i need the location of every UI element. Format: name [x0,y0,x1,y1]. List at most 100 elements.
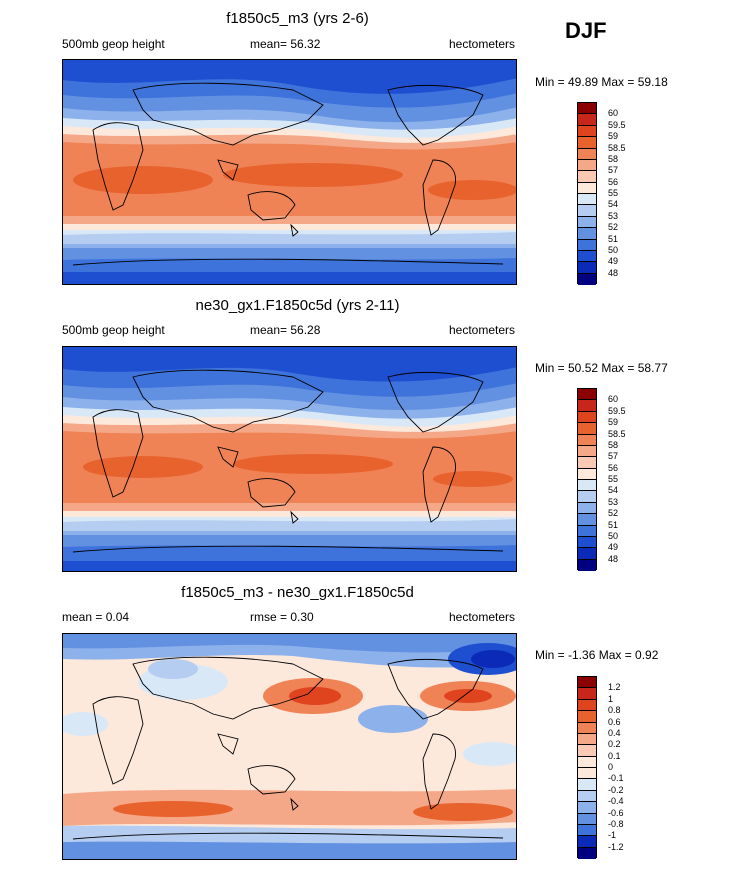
colorbar-tick-label: 59 [608,131,619,142]
colorbar-tick-label: 57 [608,451,619,462]
colorbar-tick-label: 51 [608,519,619,530]
panel2-minmax: Min = 50.52 Max = 58.77 [535,361,668,375]
colorbar-segment [578,137,596,149]
colorbar-segment [578,434,596,446]
colorbar-tick-label: 1 [608,693,614,704]
colorbar-segment [578,480,596,492]
panel3-mean-label: mean = 0.04 [62,610,130,624]
colorbar-tick-label: 58.5 [608,142,626,153]
panel2-colorbar [577,388,597,571]
colorbar-tick-label: 59.5 [608,405,626,416]
panel1-minmax: Min = 49.89 Max = 59.18 [535,75,668,89]
panel1-map [62,59,517,285]
colorbar-tick-label: -0.4 [608,796,624,807]
colorbar-segment [578,216,596,229]
colorbar-tick-label: 49 [608,542,619,553]
colorbar-segment [578,114,596,126]
colorbar-tick-label: 55 [608,474,619,484]
panel3-colorbar [577,676,597,859]
panel2-map [62,346,517,572]
panel1-left-label: 500mb geop height [62,37,165,51]
panel2-mean-label: mean= 56.28 [250,323,321,337]
colorbar-tick-label: -0.6 [608,807,624,818]
colorbar-tick-label: 53 [608,496,619,507]
season-label: DJF [565,18,607,43]
colorbar-tick-label: 0.1 [608,750,621,761]
colorbar-segment [578,389,596,401]
colorbar-segment [578,502,596,515]
colorbar-segment [578,847,596,859]
colorbar-segment [578,548,596,560]
colorbar-tick-label: 48 [608,267,619,278]
colorbar-tick-label: 54 [608,485,619,496]
colorbar-tick-label: 1.2 [608,682,621,693]
colorbar-segment [578,525,596,537]
panel3-title: f1850c5_m3 - ne30_gx1.F1850c5d [181,584,414,601]
colorbar-tick-label: 58 [608,439,619,450]
colorbar-tick-label: 52 [608,508,619,519]
colorbar-tick-label: 0 [608,762,614,772]
colorbar-tick-label: 60 [608,108,619,119]
panel1-units-label: hectometers [449,37,516,51]
colorbar-segment [578,514,596,526]
colorbar-tick-label: 53 [608,210,619,221]
colorbar-tick-label: 54 [608,199,619,210]
panel1-title: f1850c5_m3 (yrs 2-6) [226,10,369,27]
colorbar-segment [578,722,596,734]
colorbar-segment [578,745,596,757]
colorbar-tick-label: 0.4 [608,727,621,738]
colorbar-segment [578,836,596,848]
colorbar-segment [578,148,596,160]
colorbar-segment [578,411,596,424]
colorbar-segment [578,677,596,689]
panel2-units-label: hectometers [449,323,516,337]
colorbar-tick-label: 56 [608,176,619,187]
colorbar-segment [578,536,596,549]
colorbar-segment [578,228,596,240]
colorbar-tick-label: 50 [608,530,619,541]
colorbar-tick-label: 59.5 [608,119,626,130]
colorbar-segment [578,194,596,206]
colorbar-tick-label: 0.8 [608,705,621,716]
colorbar-tick-label: -0.8 [608,818,624,829]
colorbar-segment [578,790,596,803]
colorbar-tick-label: 0.6 [608,716,621,727]
colorbar-tick-label: 0.2 [608,739,621,750]
colorbar-segment [578,688,596,700]
colorbar-tick-label: 59 [608,417,619,428]
colorbar-segment [578,445,596,458]
colorbar-segment [578,559,596,571]
colorbar-tick-label: 56 [608,462,619,473]
colorbar-segment [578,491,596,503]
colorbar-segment [578,182,596,194]
colorbar-tick-label: -1 [608,830,617,841]
colorbar-segment [578,468,596,480]
panel1-colorbar [577,102,597,285]
colorbar-segment [578,125,596,138]
colorbar-segment [578,756,596,768]
colorbar-tick-label: -1.2 [608,841,624,852]
colorbar-segment [578,103,596,115]
colorbar-segment [578,423,596,435]
colorbar-segment [578,699,596,712]
colorbar-tick-label: 60 [608,394,619,405]
colorbar-tick-label: -0.1 [608,773,624,784]
colorbar-segment [578,711,596,723]
colorbar-segment [578,779,596,791]
colorbar-segment [578,824,596,837]
colorbar-segment [578,171,596,183]
colorbar-tick-label: 49 [608,256,619,267]
colorbar-tick-label: 58 [608,153,619,164]
panel1-mean-label: mean= 56.32 [250,37,321,51]
colorbar-segment [578,273,596,285]
colorbar-segment [578,159,596,172]
colorbar-segment [578,205,596,217]
colorbar-segment [578,262,596,274]
colorbar-segment [578,400,596,412]
panel2-left-label: 500mb geop height [62,323,165,337]
colorbar-segment [578,457,596,469]
panel3-map [62,633,517,860]
colorbar-segment [578,250,596,263]
colorbar-segment [578,813,596,825]
colorbar-segment [578,768,596,780]
